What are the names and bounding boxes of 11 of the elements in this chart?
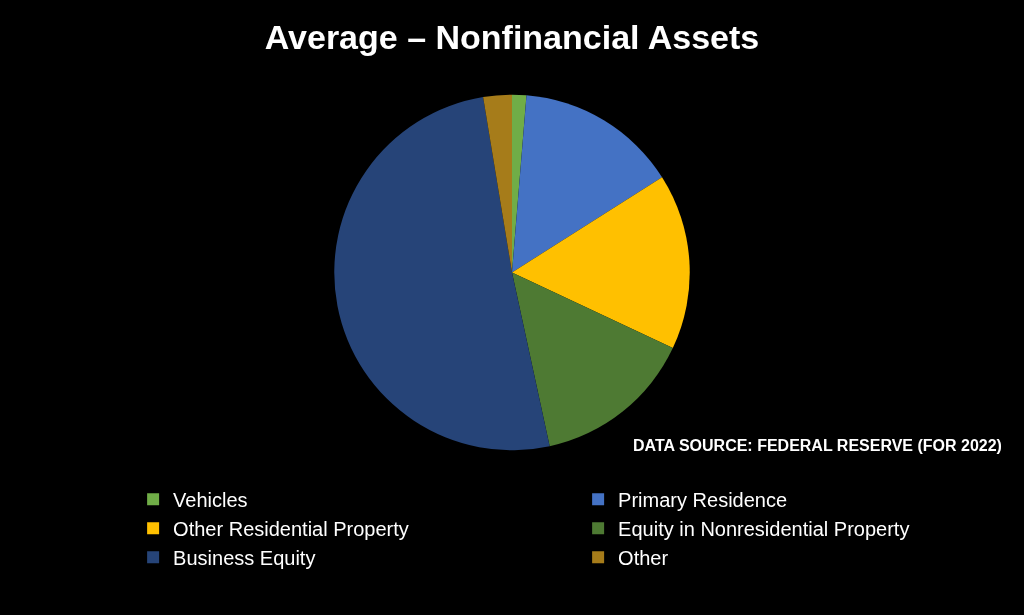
legend-label: Vehicles: [173, 489, 248, 511]
source-note: DATA SOURCE: FEDERAL RESERVE (FOR 2022): [633, 437, 1002, 454]
legend-label: Business Equity: [173, 547, 316, 569]
legend-label: Primary Residence: [618, 489, 788, 511]
legend-label: Other Residential Property: [173, 518, 409, 540]
pie-slice: [334, 97, 550, 451]
pie-slice: [512, 177, 690, 349]
chart-title: Average – Nonfinancial Assets: [264, 17, 760, 56]
pie-slice: [512, 95, 663, 273]
legend-label: Equity in Nonresidential Property: [618, 518, 910, 540]
legend-label: Other: [618, 547, 669, 569]
